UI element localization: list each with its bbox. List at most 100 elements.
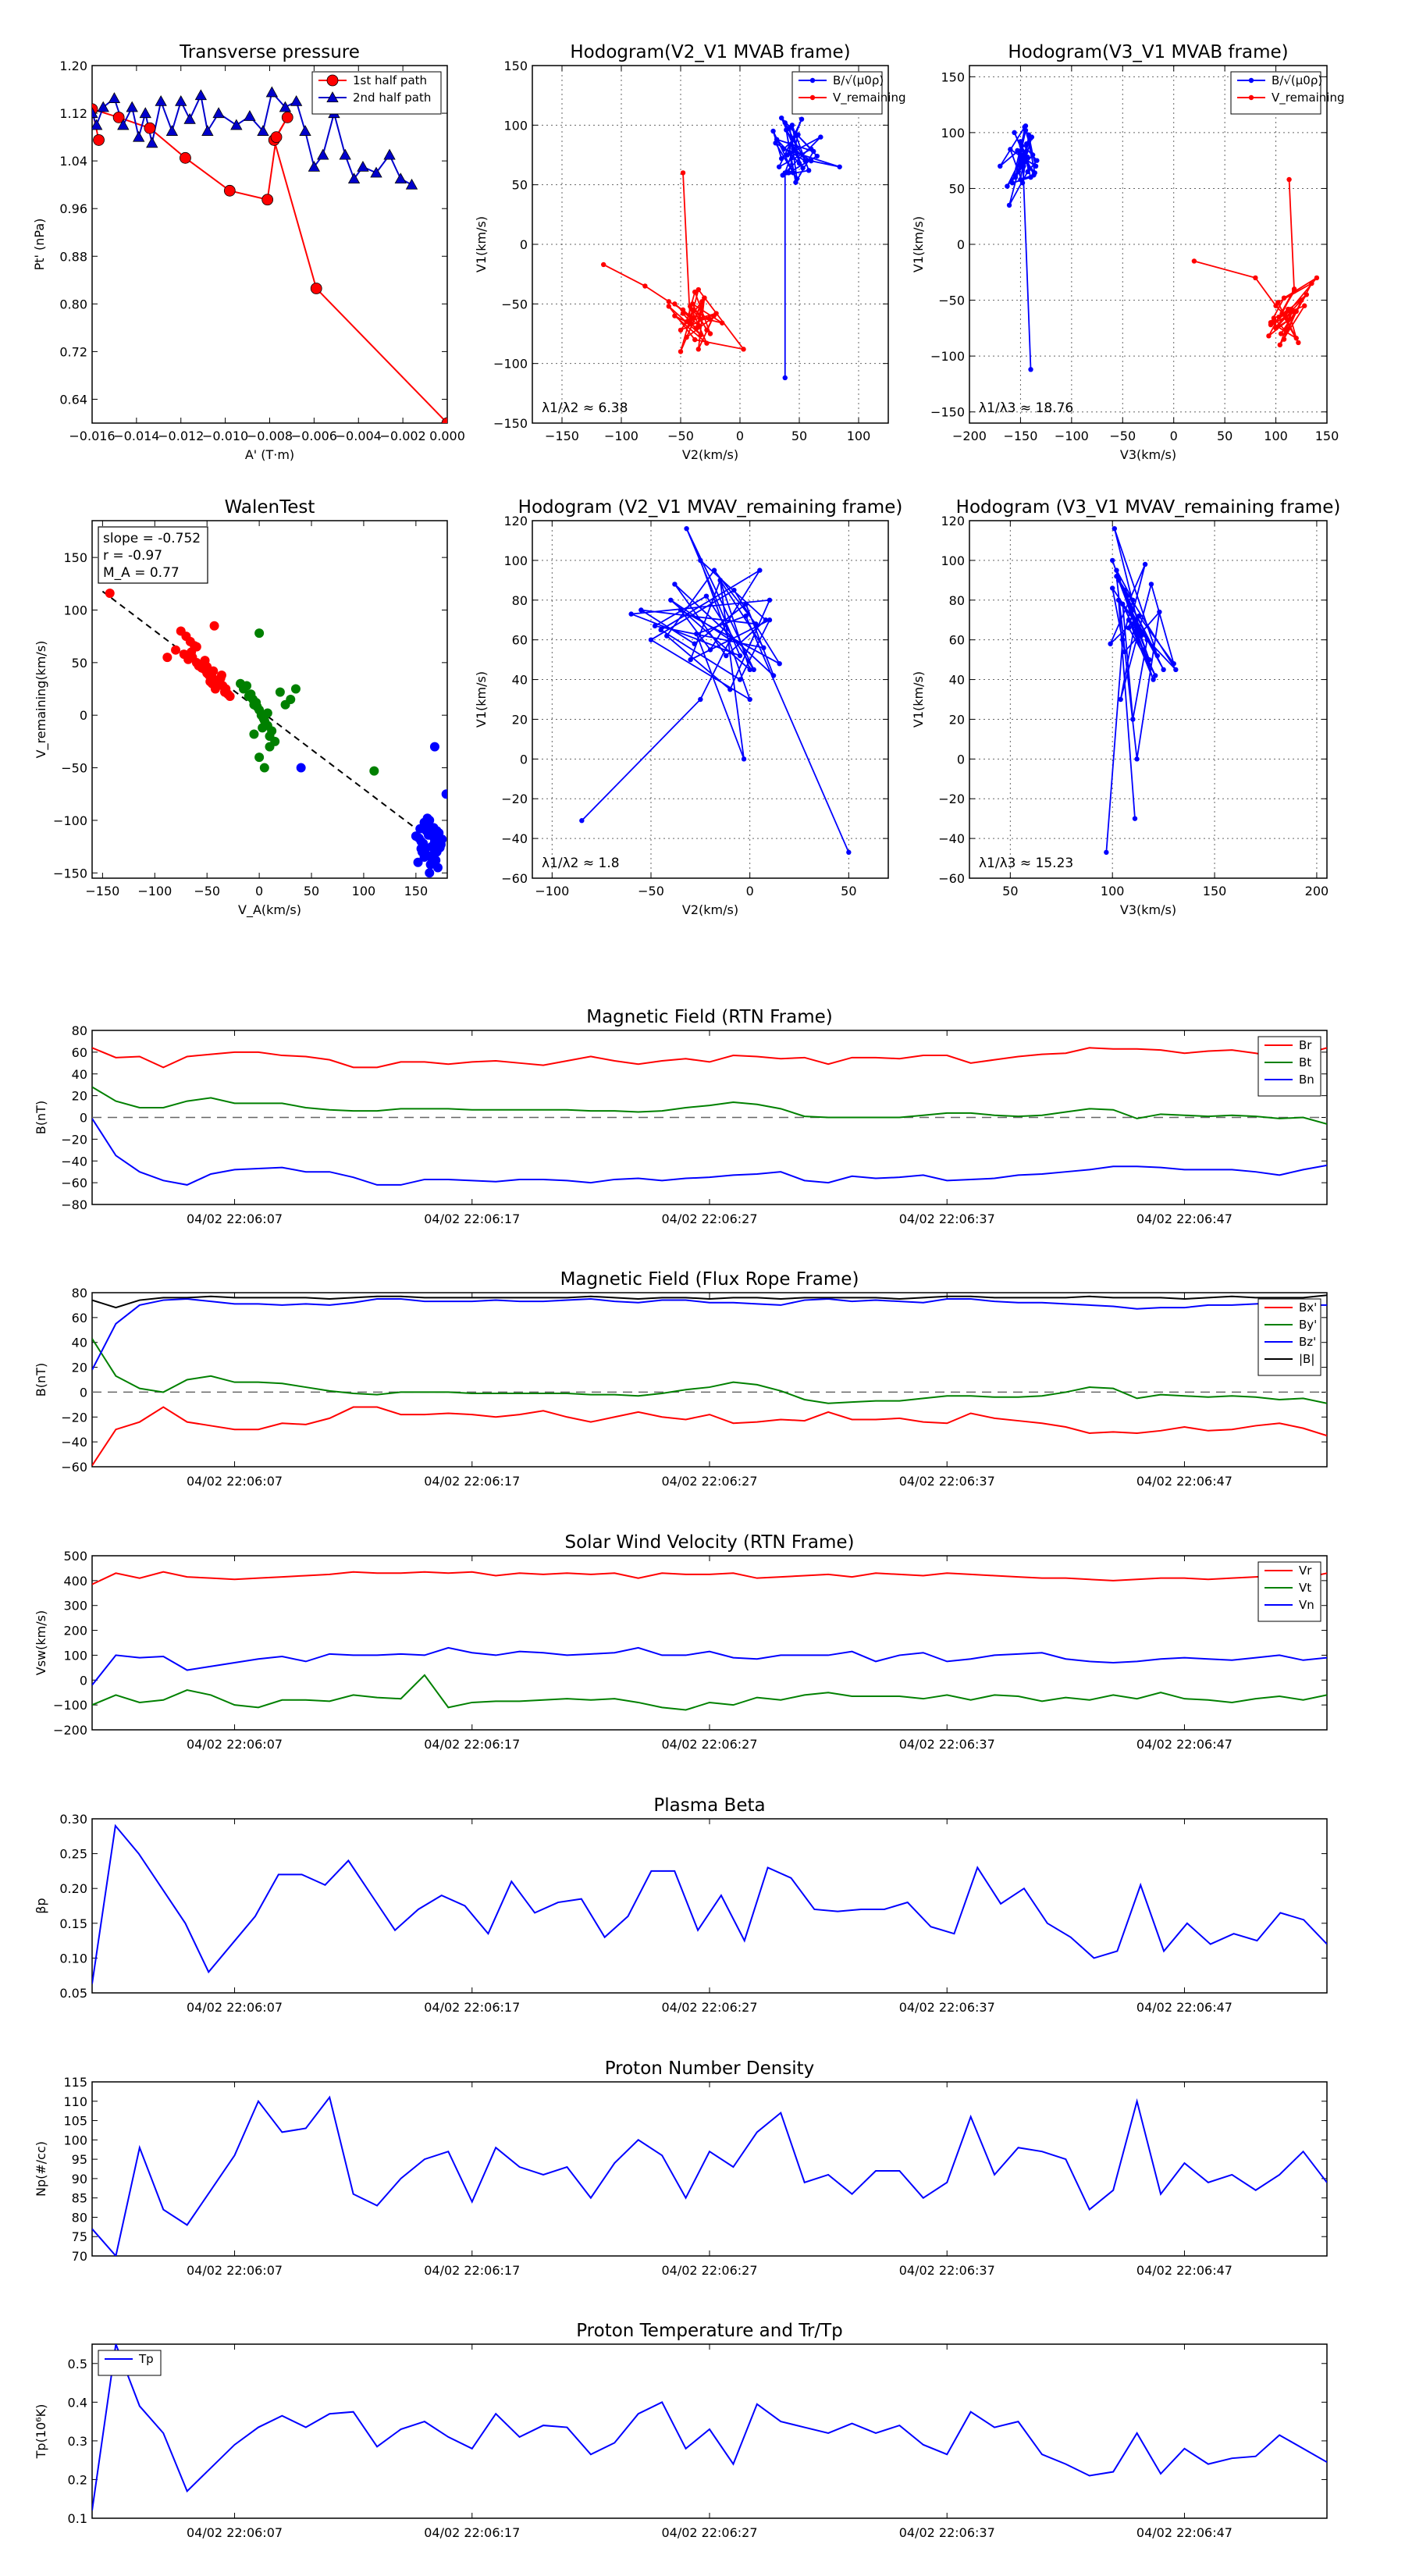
wt-point — [435, 842, 445, 852]
wt-point — [191, 642, 201, 652]
h1-point — [601, 262, 606, 268]
ts4-ytick-label: 0.05 — [59, 1986, 87, 2001]
h4-xlabel: V3(km/s) — [1120, 902, 1176, 917]
h1-point — [784, 127, 789, 133]
h1-point — [784, 152, 790, 158]
ts1-xtick-label: 04/02 22:06:47 — [1136, 1212, 1232, 1226]
wt-point — [429, 742, 439, 752]
h2-point — [1018, 139, 1023, 144]
h4-ytick-label: −60 — [938, 871, 965, 886]
tp-xtick-label: −0.002 — [380, 429, 426, 443]
wt-point — [259, 763, 269, 773]
tp-point — [139, 107, 151, 119]
ts4-ytick-label: 0.15 — [59, 1916, 87, 1931]
wt-point — [369, 766, 379, 776]
wt-annotation: M_A = 0.77 — [103, 565, 180, 581]
h2-point — [1253, 275, 1258, 281]
tp-point — [310, 283, 322, 294]
ts2-xtick-label: 04/02 22:06:07 — [187, 1474, 283, 1489]
h2-ylabel: V1(km/s) — [911, 216, 926, 272]
wt-frame — [91, 520, 448, 879]
tp-point — [339, 148, 351, 160]
h1-point — [707, 331, 713, 336]
h4-point — [1110, 585, 1115, 591]
tp-ylabel: Pt' (nPa) — [32, 219, 47, 271]
wt-xtick-label: 50 — [304, 884, 319, 898]
ts3-ytick-label: 0 — [80, 1673, 87, 1688]
ts4-chart: 0.05 0.10 0.15 0.20 0.25 0.30 04/02 22:06:07 04… — [34, 1795, 1328, 2015]
tp-xtick-label: −0.010 — [202, 429, 248, 443]
h4-point — [1130, 717, 1136, 722]
tp-point — [92, 107, 98, 119]
tp-point — [405, 178, 418, 190]
tp-point — [257, 125, 269, 136]
h4-point — [1128, 607, 1133, 613]
ts2-xtick-label: 04/02 22:06:27 — [661, 1474, 757, 1489]
h2-xlabel: V3(km/s) — [1120, 447, 1176, 462]
ts1-xtick-label: 04/02 22:06:37 — [899, 1212, 995, 1226]
h3-ytick-label: 120 — [503, 514, 528, 528]
h2-chart: −150 −100 −50 0 50 100 150 −200 −150 −100 −50 0 50 10… — [911, 42, 1345, 462]
h4-point — [1144, 637, 1150, 642]
h3-point — [698, 557, 703, 564]
h3-point — [770, 673, 777, 678]
h3-xtick-label: 0 — [746, 884, 754, 898]
wt-ytick-label: −50 — [61, 761, 87, 776]
h1-point — [774, 137, 780, 142]
ts1-ytick-label: −20 — [61, 1132, 87, 1147]
h2-point — [1273, 324, 1279, 330]
h1-point — [800, 165, 806, 171]
tp-point — [281, 112, 293, 123]
ts5-xtick-label: 04/02 22:06:47 — [1136, 2263, 1232, 2278]
ts3-series-line — [92, 1674, 1327, 1711]
h2-point — [1034, 158, 1040, 163]
h1-xtick-label: −150 — [545, 429, 579, 443]
wt-chart: −150 −100 −50 0 50 100 150 −150 −100 −50 0 50 100 150… — [34, 497, 448, 918]
h2-point — [1012, 174, 1019, 180]
wt-point — [296, 763, 306, 773]
h1-point — [692, 336, 698, 343]
h3-ytick-label: −20 — [501, 792, 528, 806]
tp-point — [144, 122, 156, 134]
h2-ytick-label: 100 — [941, 126, 965, 141]
legend: B/√(μ0ρ) V_remaining — [791, 71, 906, 115]
h4-title: Hodogram (V3_V1 MVAV_remaining frame) — [956, 497, 1341, 518]
tp-ytick-label: 0.88 — [59, 249, 87, 264]
h3-xtick-label: −100 — [535, 884, 569, 898]
ts5-ytick-label: 105 — [63, 2114, 87, 2129]
ts2-series-line — [92, 1338, 1327, 1404]
h1-point — [678, 349, 684, 354]
wt-point — [426, 853, 436, 863]
h1-frame — [532, 65, 889, 424]
h3-chart: −60 −40 −20 0 20 40 60 80 100 120 −100 −50 0 50 Hodogr… — [474, 497, 902, 917]
ts5-xtick-label: 04/02 22:06:37 — [899, 2263, 995, 2278]
h2-xtick-label: −200 — [952, 429, 987, 443]
ts1-xtick-label: 04/02 22:06:17 — [424, 1212, 520, 1226]
h4-point — [1140, 647, 1146, 653]
ts3-ytick-label: 500 — [63, 1549, 87, 1564]
h4-point — [1140, 629, 1146, 635]
h4-xtick-label: 200 — [1305, 884, 1329, 898]
wt-annotation: r = -0.97 — [103, 548, 162, 564]
tp-point — [194, 89, 208, 101]
h2-point — [1291, 288, 1297, 294]
ts3-xtick-label: 04/02 22:06:07 — [187, 1737, 283, 1752]
wt-point — [206, 668, 216, 678]
h1-point — [782, 120, 788, 126]
tp-ytick-label: 0.64 — [59, 392, 87, 407]
h4-point — [1108, 641, 1113, 646]
h3-point — [703, 593, 710, 599]
h4-point — [1147, 656, 1152, 663]
ts1-plot-area — [92, 1047, 1327, 1186]
h2-point — [1032, 170, 1037, 176]
h1-series-line — [603, 173, 745, 352]
ts1-ytick-label: 40 — [72, 1067, 87, 1082]
h2-ytick-label: −150 — [930, 405, 965, 420]
wt-title: WalenTest — [225, 497, 315, 518]
h4-xtick-label: 100 — [1101, 884, 1125, 898]
h2-ytick-label: −100 — [930, 349, 965, 364]
h1-xlabel: V2(km/s) — [682, 447, 738, 462]
legend-label: 2nd half path — [353, 91, 431, 105]
wt-point — [249, 729, 259, 739]
tp-xtick-label: 0.000 — [429, 429, 465, 443]
